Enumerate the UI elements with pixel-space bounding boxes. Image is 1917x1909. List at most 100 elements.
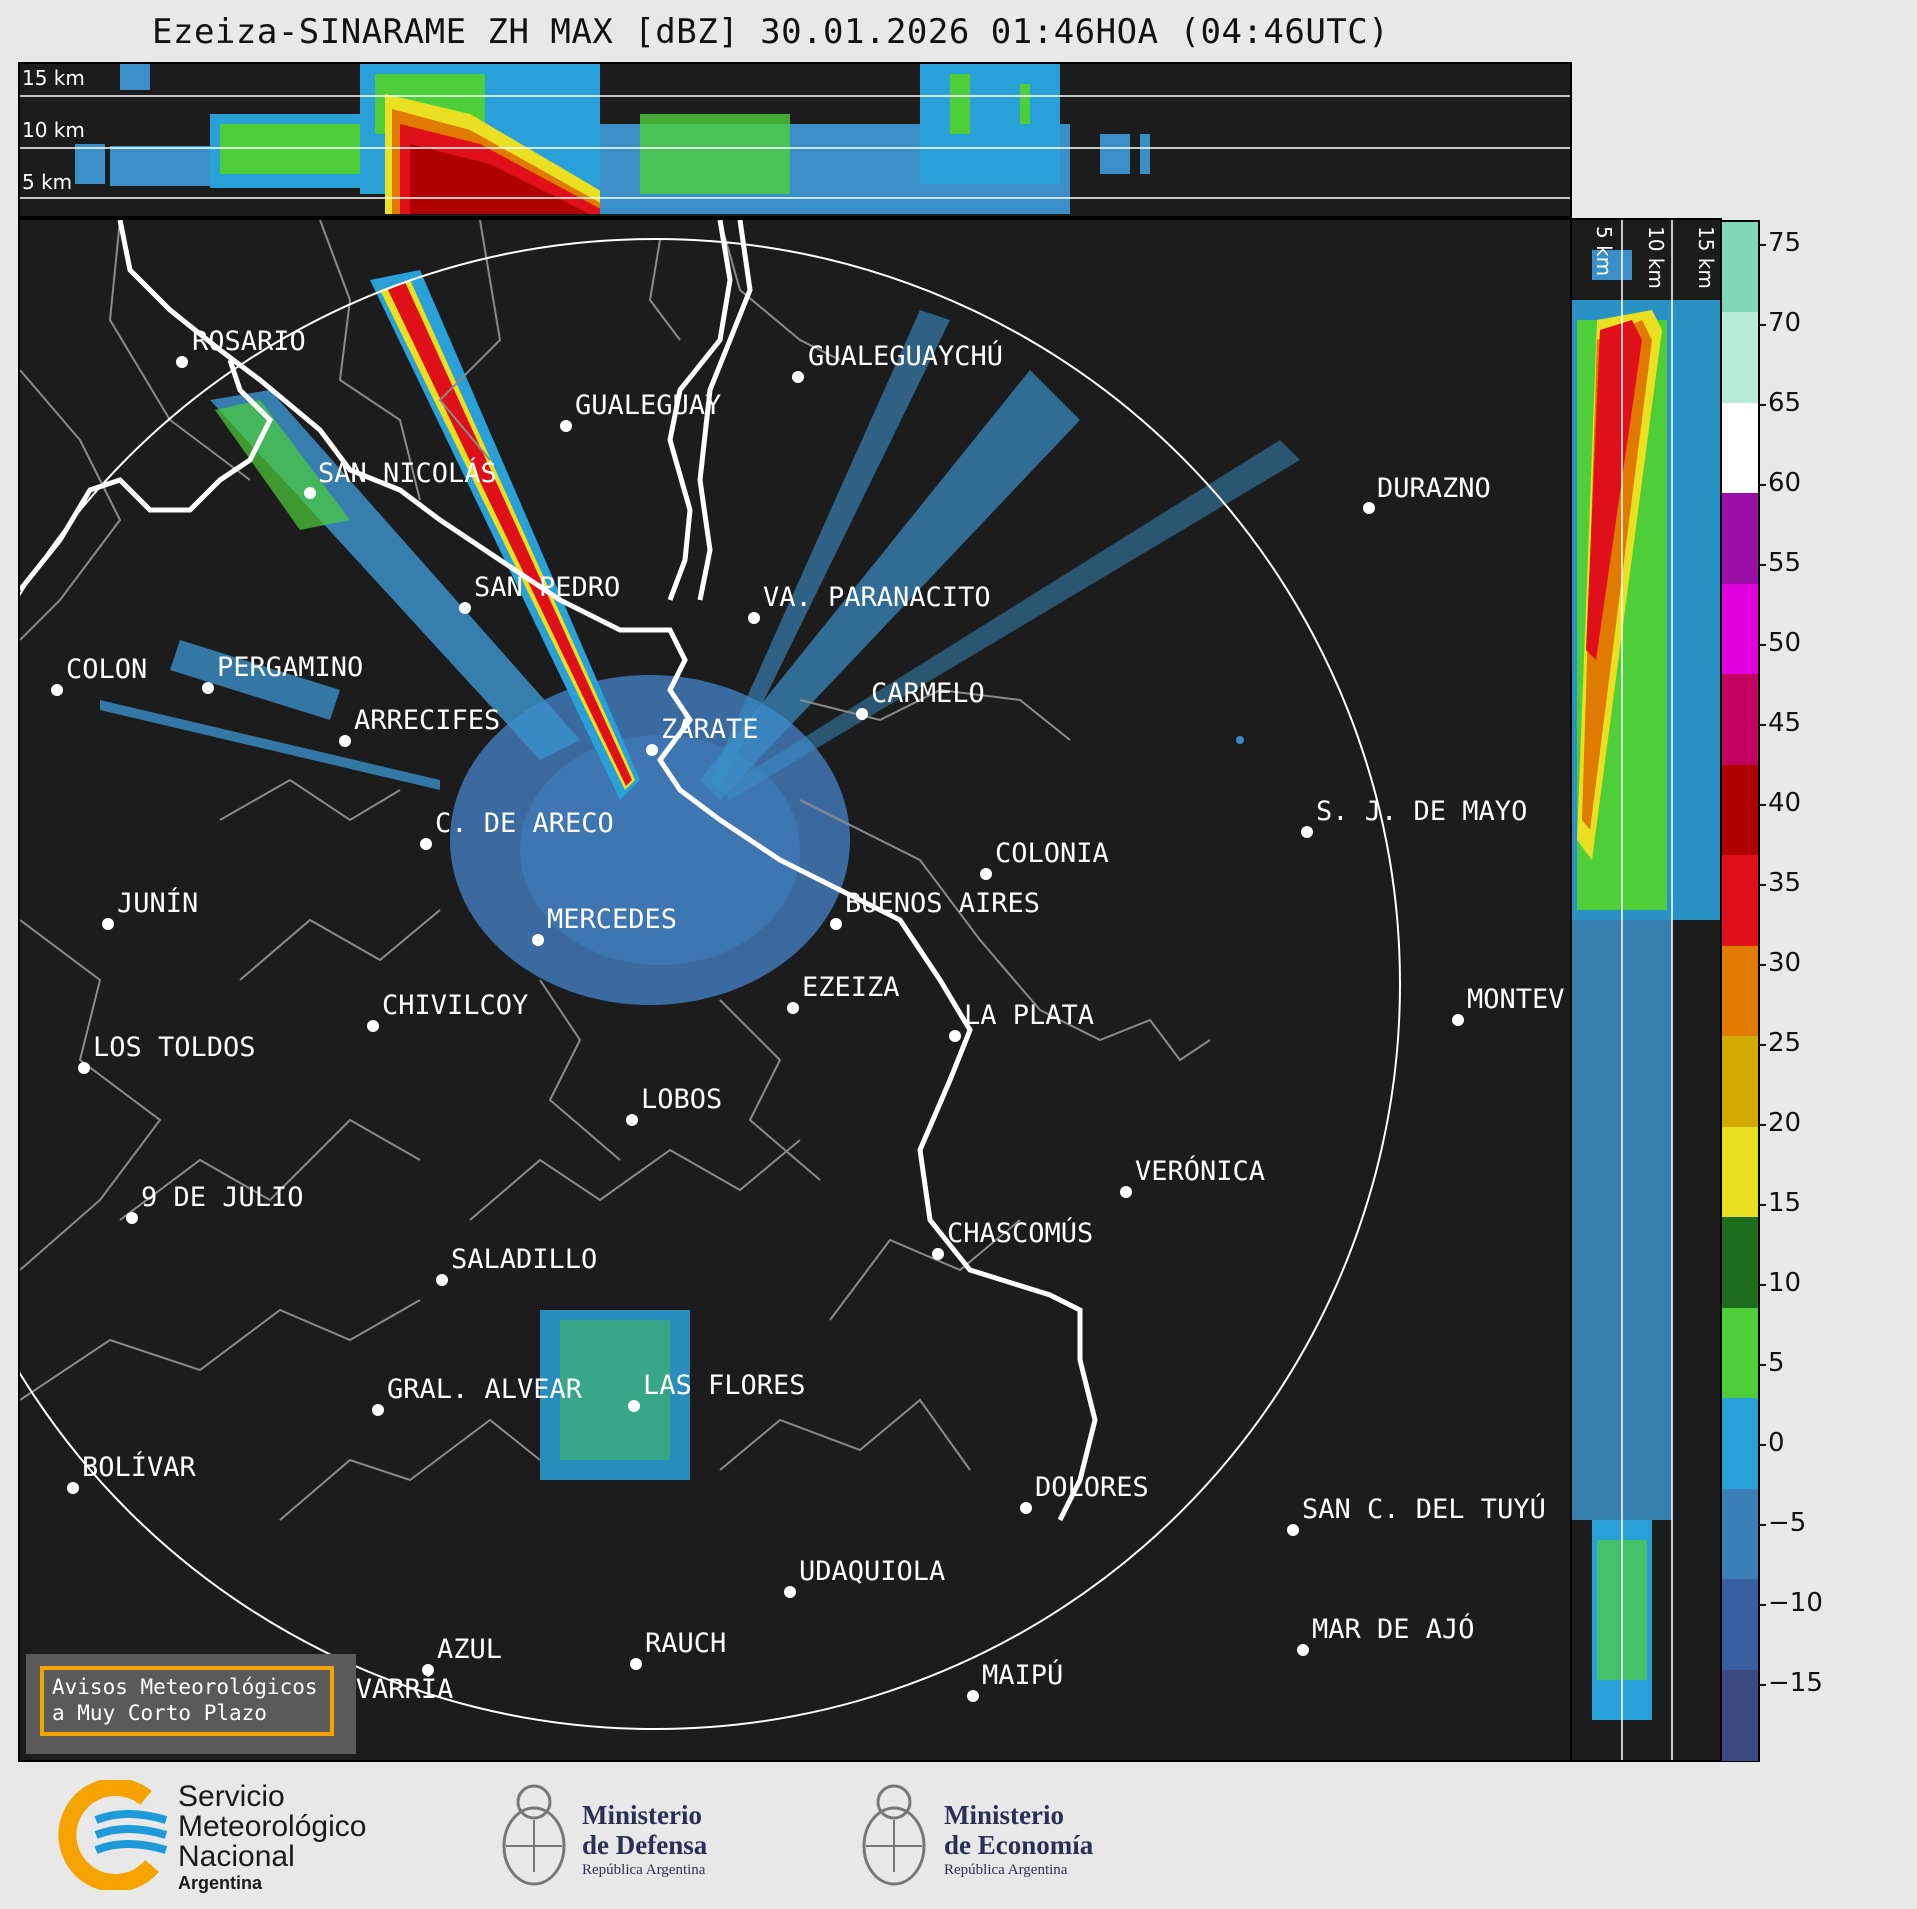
side-echo-layer [1572, 250, 1720, 1720]
city-zarate: ZÁRATE [646, 713, 759, 756]
top-echo-layer [75, 64, 1150, 214]
colorbar-tick-mark [1758, 884, 1766, 886]
top-height-label: 5 km [22, 170, 73, 194]
coastline [20, 220, 1098, 1522]
notice-line: a Muy Corto Plazo [52, 1701, 267, 1725]
city-label: LA PLATA [964, 1000, 1094, 1031]
smn-line: Meteorológico [178, 1810, 367, 1843]
colorbar-segment [1722, 1669, 1758, 1761]
city-label: MONTEV [1467, 984, 1565, 1015]
colorbar-tick-mark [1758, 1444, 1766, 1446]
radar-map-panel: ROSARIO GUALEGUAYCHÚ GUALEGUAY SAN NICOL… [18, 218, 1572, 1762]
city-label: PERGAMINO [217, 652, 363, 683]
colorbar-tick-mark [1758, 244, 1766, 246]
colorbar-tick-label: 0 [1768, 1428, 1785, 1458]
colorbar-segment [1722, 1579, 1758, 1671]
colorbar-tick-label: 10 [1768, 1268, 1802, 1298]
city-label: VA. PARANACITO [763, 582, 991, 613]
top-height-label: 10 km [22, 118, 85, 142]
notice-line: Avisos Meteorológicos [52, 1675, 318, 1699]
city-ezeiza: EZEIZA [787, 972, 900, 1014]
colorbar-tick-mark [1758, 1044, 1766, 1046]
city-label: DOLORES [1035, 1472, 1149, 1503]
city-gualeguaychu: GUALEGUAYCHÚ [792, 340, 1003, 383]
city-label: BUENOS AIRES [845, 888, 1040, 919]
city-dolores: DOLORES [1020, 1472, 1149, 1514]
city-label: EZEIZA [802, 972, 900, 1003]
city-buenos-aires: BUENOS AIRES [830, 888, 1040, 930]
colorbar-tick-mark [1758, 484, 1766, 486]
city-san-c-del-tuyu: SAN C. DEL TUYÚ [1287, 1493, 1546, 1536]
colorbar-tick-mark [1758, 1524, 1766, 1526]
city-label: SAN PEDRO [474, 572, 620, 603]
side-height-label: 15 km [1694, 226, 1718, 289]
colorbar-segment [1722, 764, 1758, 857]
city-label: LAS FLORES [643, 1370, 806, 1401]
city-mercedes: MERCEDES [532, 904, 677, 946]
city-chascomus: CHASCOMÚS [932, 1217, 1093, 1260]
city-label: SALADILLO [451, 1244, 597, 1275]
range-ring [20, 238, 1401, 1730]
colorbar-tick-label: 70 [1768, 308, 1802, 338]
city-label: VERÓNICA [1135, 1155, 1265, 1187]
city-junin: JUNÍN [102, 887, 198, 930]
colorbar-segment [1722, 1488, 1758, 1581]
smn-line: Nacional [178, 1840, 295, 1873]
smn-line: Servicio [178, 1780, 285, 1813]
colorbar-tick-label: 20 [1768, 1108, 1802, 1138]
city-label: COLON [66, 654, 147, 685]
dbz-colorbar [1720, 220, 1760, 1762]
side-cross-section-panel: 5 km 10 km 15 km [1570, 218, 1722, 1762]
city-montevideo: MONTEV [1452, 984, 1565, 1026]
side-height-label: 5 km [1592, 226, 1616, 277]
colorbar-segment [1722, 945, 1758, 1038]
city-label: LOS TOLDOS [93, 1032, 256, 1063]
city-label: CHASCOMÚS [947, 1217, 1093, 1249]
boundary-lines [20, 220, 1211, 1521]
city-label: GUALEGUAYCHÚ [808, 340, 1003, 372]
city-bolivar: BOLÍVAR [67, 1451, 197, 1494]
colorbar-tick-mark [1758, 1204, 1766, 1206]
colorbar-tick-label: 5 [1768, 1348, 1785, 1378]
city-los-toldos: LOS TOLDOS [78, 1032, 256, 1074]
colorbar-tick-label: 65 [1768, 388, 1802, 418]
city-gral-alvear: GRAL. ALVEAR [372, 1374, 583, 1416]
map-title: Ezeiza-SINARAME ZH MAX [dBZ] 30.01.2026 … [152, 12, 1390, 52]
economia-line: Ministerio [944, 1800, 1064, 1830]
city-label: COLONIA [995, 838, 1109, 869]
colorbar-segment [1722, 1217, 1758, 1309]
colorbar-tick-mark [1758, 324, 1766, 326]
city-veronica: VERÓNICA [1120, 1155, 1265, 1198]
colorbar-tick-mark [1758, 1684, 1766, 1686]
city-label: LOBOS [641, 1084, 722, 1115]
side-height-label: 10 km [1644, 226, 1668, 289]
city-san-nicolas: SAN NICOLÁS [304, 457, 497, 499]
nowcasting-notice[interactable]: Avisos Meteorológicos a Muy Corto Plazo [26, 1654, 356, 1754]
city-durazno: DURAZNO [1363, 473, 1491, 514]
city-label: ROSARIO [192, 326, 306, 357]
radar-echo-layer [100, 270, 1300, 1480]
escudo-icon [862, 1784, 926, 1886]
colorbar-segment [1722, 1126, 1758, 1219]
defensa-line: República Argentina [582, 1862, 706, 1878]
top-height-label: 15 km [22, 66, 85, 90]
city-rosario: ROSARIO [176, 326, 306, 368]
city-udaquiola: UDAQUIOLA [784, 1556, 945, 1598]
colorbar-tick-mark [1758, 1124, 1766, 1126]
colorbar-tick-label: 15 [1768, 1188, 1802, 1218]
colorbar-segment [1722, 674, 1758, 766]
colorbar-tick-label: −10 [1768, 1588, 1823, 1618]
colorbar-segment [1722, 493, 1758, 585]
colorbar-segment [1722, 402, 1758, 495]
colorbar-segment [1722, 222, 1758, 314]
city-label: DURAZNO [1377, 473, 1491, 504]
radar-map: ROSARIO GUALEGUAYCHÚ GUALEGUAY SAN NICOL… [20, 220, 1565, 1730]
colorbar-tick-label: 75 [1768, 228, 1802, 258]
city-label: GUALEGUAY [575, 390, 721, 421]
colorbar-tick-label: −15 [1768, 1668, 1823, 1698]
city-label: UDAQUIOLA [799, 1556, 945, 1587]
defensa-line: de Defensa [582, 1830, 708, 1860]
city-colonia: COLONIA [980, 838, 1109, 880]
colorbar-segment [1722, 1307, 1758, 1400]
defensa-line: Ministerio [582, 1800, 702, 1830]
